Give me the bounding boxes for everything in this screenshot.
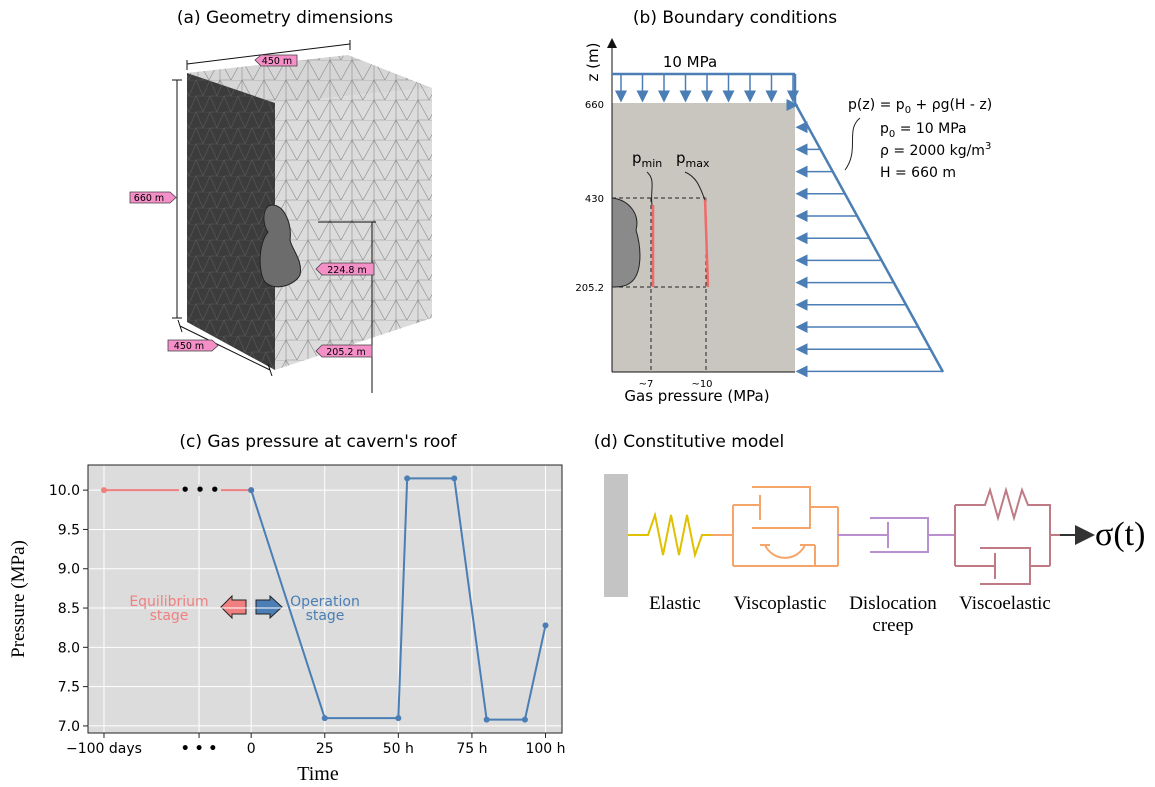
x-tick-label: −100 days — [66, 741, 142, 757]
y-tick-label: 8.0 — [58, 640, 80, 656]
viscoelastic-element — [955, 490, 1060, 584]
axis-label: Gas pressure (MPa) — [624, 387, 769, 405]
data-point — [451, 475, 457, 481]
output-label: σ(t) — [1095, 516, 1145, 553]
spring — [628, 515, 712, 555]
text: ρ = 2000 kg/m — [880, 143, 985, 159]
x-tick-label: 75 h — [456, 741, 487, 757]
mesh — [275, 88, 432, 370]
equation-line: ρ = 2000 kg/m3 — [880, 141, 991, 159]
dashpot — [838, 518, 955, 552]
element-label: Dislocation — [849, 593, 937, 614]
equation-line: p(z) = p0 + ρg(H - z) — [848, 97, 992, 116]
annotation: stage — [306, 608, 345, 624]
x-tick-label: 25 — [316, 741, 334, 757]
data-point — [404, 475, 410, 481]
domain — [612, 103, 795, 372]
data-point — [484, 717, 490, 723]
depth-label: 430 — [585, 194, 604, 205]
text: + ρg(H - z) — [911, 97, 992, 113]
superscript: 3 — [985, 141, 991, 152]
chart-title: (c) Gas pressure at cavern's roof — [179, 432, 457, 452]
subscript: min — [642, 157, 663, 170]
x-tick-label: 50 h — [383, 741, 414, 757]
data-point — [322, 715, 328, 721]
equation-line: p0 = 10 MPa — [880, 121, 967, 140]
viscoplastic-element — [712, 487, 838, 566]
figure: (a) Geometry dimensions 450 m 660 m 450 … — [0, 0, 1155, 787]
x-tick-label: 0 — [247, 741, 256, 757]
element-label: Viscoelastic — [959, 593, 1051, 614]
depth-label: 205.2 — [575, 283, 604, 294]
panel-title: (b) Boundary conditions — [633, 8, 837, 28]
y-tick-label: 8.5 — [58, 601, 80, 617]
text: p — [632, 149, 642, 167]
x-axis-label: Time — [297, 763, 339, 785]
panel-c: (c) Gas pressure at cavern's roof Time P… — [8, 432, 566, 785]
depth-label: 660 — [585, 100, 604, 111]
x-tick-label: • • • — [181, 741, 218, 757]
axis-arrow — [607, 38, 617, 48]
data-point — [248, 487, 254, 493]
element-label: Elastic — [649, 593, 701, 614]
element-label: Viscoplastic — [734, 593, 827, 614]
axis-label: z (m) — [584, 43, 602, 82]
text: p — [880, 121, 889, 137]
text: p — [676, 149, 686, 167]
gap-label: • • • — [180, 481, 219, 499]
data-point — [522, 717, 528, 723]
data-point — [395, 715, 401, 721]
dimension-label: 660 m — [134, 193, 164, 204]
y-tick-label: 7.0 — [58, 719, 80, 735]
wall — [604, 474, 628, 597]
element-label: creep — [872, 615, 913, 636]
panel-title: (d) Constitutive model — [594, 432, 784, 452]
dimension-label: 450 m — [262, 56, 292, 67]
panel-b: (b) Boundary conditions z (m) 10 MPa 660… — [575, 8, 992, 405]
y-tick-label: 7.5 — [58, 680, 80, 696]
text: H = 660 m — [880, 165, 956, 181]
panel-a: (a) Geometry dimensions 450 m 660 m 450 … — [130, 8, 432, 393]
annotation: stage — [150, 608, 189, 624]
text: p(z) = p — [848, 97, 905, 113]
text: = 10 MPa — [895, 121, 966, 137]
y-tick-label: 9.0 — [58, 562, 80, 578]
dimension-label: 224.8 m — [327, 265, 366, 276]
dimension-label: 450 m — [174, 341, 204, 352]
panel-title: (a) Geometry dimensions — [177, 8, 393, 28]
x-tick-label: 100 h — [525, 741, 565, 757]
panel-d: (d) Constitutive model σ(t) Elastic Visco… — [594, 432, 1146, 636]
load-label: 10 MPa — [663, 53, 717, 71]
data-point — [101, 487, 107, 493]
data-point — [543, 622, 549, 628]
subscript: max — [686, 157, 710, 170]
mesh — [187, 73, 275, 370]
dimension-label: 205.2 m — [326, 347, 365, 358]
y-tick-label: 10.0 — [49, 483, 80, 499]
equation-line: H = 660 m — [880, 165, 956, 181]
y-axis-label: Pressure (MPa) — [8, 540, 29, 658]
y-tick-label: 9.5 — [58, 522, 80, 538]
